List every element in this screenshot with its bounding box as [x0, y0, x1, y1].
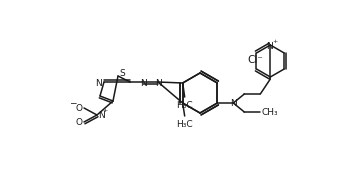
Text: +: + [273, 39, 278, 44]
Text: N: N [98, 110, 104, 120]
Text: CH₃: CH₃ [261, 108, 278, 116]
Text: Cl⁻: Cl⁻ [247, 55, 263, 65]
Text: H₃C: H₃C [176, 120, 193, 128]
Text: +: + [102, 108, 108, 112]
Text: N: N [155, 78, 161, 88]
Text: O: O [76, 104, 82, 112]
Text: N: N [95, 78, 101, 88]
Text: N: N [230, 99, 237, 108]
Text: S: S [119, 68, 125, 78]
Text: N: N [266, 41, 273, 51]
Text: N: N [140, 78, 147, 88]
Text: O: O [76, 117, 82, 126]
Text: −: − [69, 99, 77, 108]
Text: H₃C: H₃C [176, 100, 193, 110]
